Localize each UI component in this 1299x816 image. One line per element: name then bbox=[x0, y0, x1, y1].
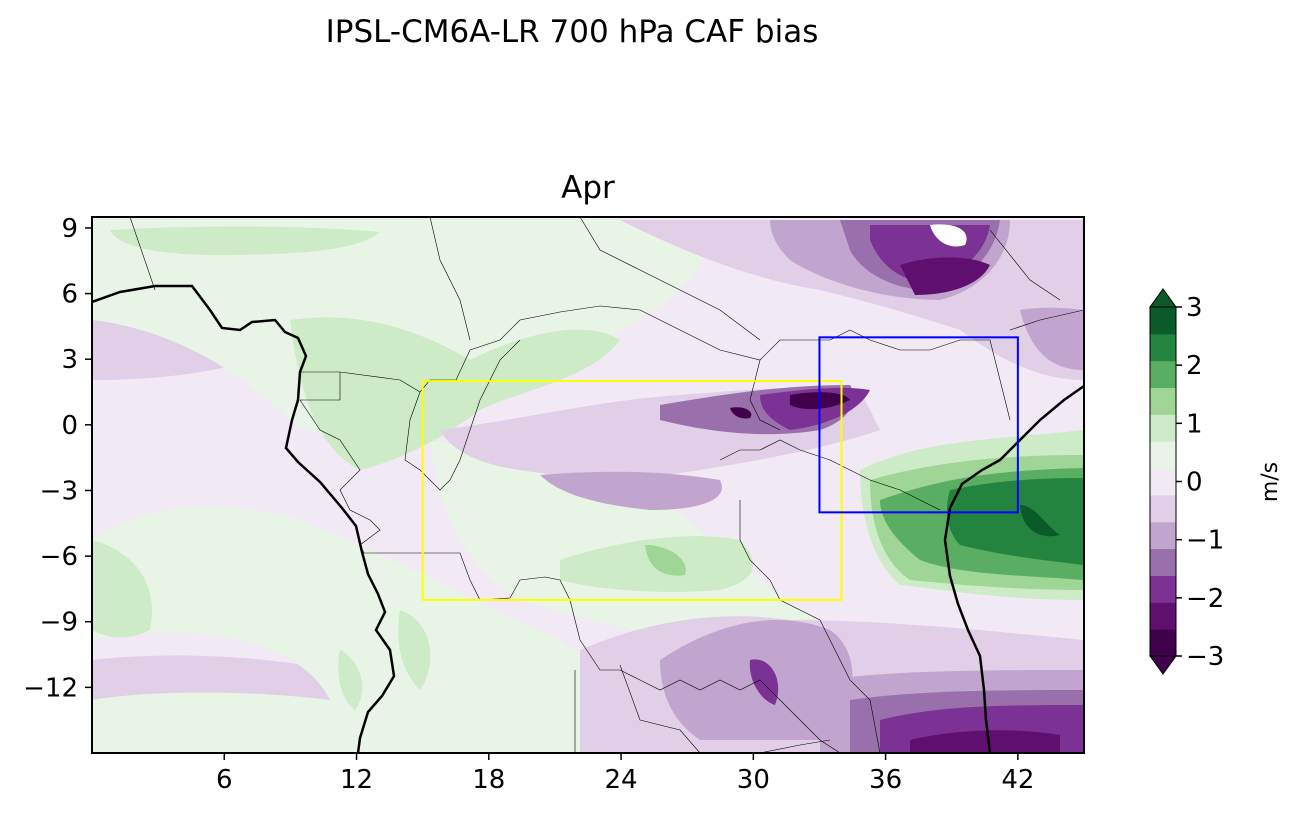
figure-title: IPSL-CM6A-LR 700 hPa CAF bias bbox=[325, 14, 819, 50]
colorbar-band bbox=[1150, 602, 1176, 630]
field-se-purple-7 bbox=[749, 659, 779, 705]
colorbar-tick-label: −3 bbox=[1186, 642, 1224, 672]
coastlines bbox=[92, 217, 1084, 753]
field-center-purple-2 bbox=[540, 471, 722, 510]
colorbar-tick-label: 0 bbox=[1186, 468, 1203, 498]
colorbar-band bbox=[1150, 575, 1176, 603]
x-tick-label: 12 bbox=[340, 765, 373, 795]
field-east-green-5 bbox=[1020, 505, 1060, 537]
colorbar-extend-min bbox=[1149, 655, 1177, 675]
colorbar: 3 2 1 0 −1 −2 −3 bbox=[1149, 288, 1224, 675]
field-green-1 bbox=[290, 317, 620, 470]
field-green-7 bbox=[645, 545, 686, 576]
colorbar-band bbox=[1150, 468, 1176, 496]
colorbar-label: m/s bbox=[1258, 462, 1283, 502]
colorbar-band bbox=[1150, 387, 1176, 415]
colorbar-band bbox=[1150, 441, 1176, 469]
colorbar-tick-label: −1 bbox=[1186, 526, 1224, 556]
x-axis: 6 12 18 24 30 36 42 bbox=[216, 753, 1034, 795]
field-se-purple-6 bbox=[910, 730, 1060, 753]
y-tick-label: −12 bbox=[23, 673, 78, 703]
field-ne-purple-5 bbox=[900, 257, 990, 295]
x-tick-label: 6 bbox=[216, 765, 233, 795]
field-center-purple-5 bbox=[730, 407, 752, 419]
east-coastline bbox=[943, 384, 1084, 753]
y-axis: 9 6 3 0 −3 −6 −9 −12 bbox=[23, 214, 92, 703]
colorbar-band bbox=[1150, 307, 1176, 335]
field-green-2 bbox=[92, 540, 152, 638]
panel-title: Apr bbox=[561, 170, 615, 206]
colorbar-band bbox=[1150, 629, 1176, 657]
colorbar-tick-label: 3 bbox=[1186, 293, 1203, 323]
region-boxes bbox=[421, 336, 1019, 601]
field-ne-white bbox=[930, 224, 967, 247]
field-sw-green bbox=[92, 506, 621, 753]
y-tick-label: −3 bbox=[40, 476, 78, 506]
y-tick-label: 6 bbox=[61, 280, 78, 310]
x-tick-label: 42 bbox=[1001, 765, 1034, 795]
colorbar-band bbox=[1150, 494, 1176, 523]
colorbar-band bbox=[1150, 333, 1176, 362]
blue-region-box bbox=[818, 336, 1019, 514]
colorbar-tick-label: −2 bbox=[1186, 584, 1224, 614]
colorbar-band bbox=[1150, 360, 1176, 389]
field-green-3 bbox=[110, 226, 380, 255]
y-tick-label: −9 bbox=[40, 608, 78, 638]
field-e-purple bbox=[1020, 307, 1084, 370]
west-coastline bbox=[92, 284, 396, 753]
yellow-region-box bbox=[421, 380, 843, 601]
y-tick-label: 9 bbox=[61, 214, 78, 244]
bias-field bbox=[92, 217, 1084, 753]
colorbar-tick-label: 2 bbox=[1186, 351, 1203, 381]
map-frame bbox=[91, 216, 1085, 754]
x-tick-label: 30 bbox=[737, 765, 770, 795]
colorbar-band bbox=[1150, 414, 1176, 442]
x-tick-label: 36 bbox=[869, 765, 902, 795]
colorbar-band bbox=[1150, 548, 1176, 576]
y-tick-label: 3 bbox=[61, 345, 78, 375]
x-tick-label: 24 bbox=[605, 765, 638, 795]
field-green-5 bbox=[398, 610, 431, 690]
x-tick-label: 18 bbox=[472, 765, 505, 795]
y-tick-label: −6 bbox=[40, 542, 78, 572]
country-borders bbox=[129, 217, 1084, 753]
field-green-6 bbox=[338, 650, 363, 710]
colorbar-extend-max bbox=[1149, 288, 1177, 308]
colorbar-band bbox=[1150, 521, 1176, 550]
colorbar-tick-label: 1 bbox=[1186, 409, 1203, 439]
field-east-green-4 bbox=[947, 478, 1084, 565]
y-tick-label: 0 bbox=[61, 411, 78, 441]
